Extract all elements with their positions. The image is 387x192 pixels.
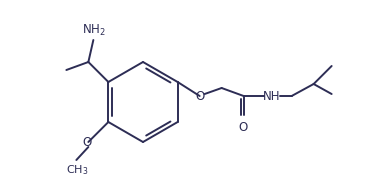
Text: O: O: [238, 121, 247, 134]
Text: CH$_3$: CH$_3$: [66, 163, 89, 177]
Text: NH: NH: [263, 89, 281, 103]
Text: O: O: [83, 137, 92, 150]
Text: NH$_2$: NH$_2$: [82, 23, 106, 38]
Text: O: O: [195, 89, 204, 103]
